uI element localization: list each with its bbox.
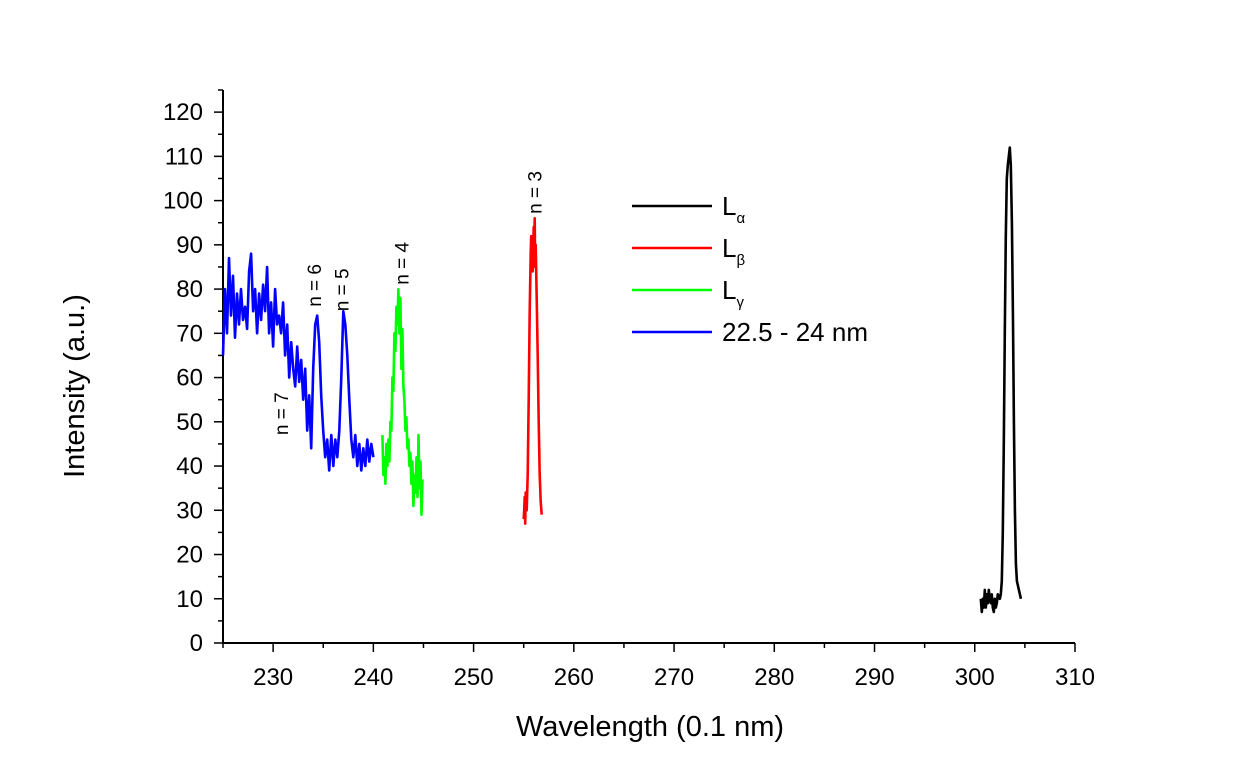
peak-label-4: n = 3 xyxy=(526,171,547,214)
series-line-2 xyxy=(381,287,424,517)
x-tick-label: 290 xyxy=(855,664,895,691)
x-axis: 230 240 250 260 270 280 290 300 310 xyxy=(222,642,1095,691)
legend-subscript-1: β xyxy=(736,252,745,269)
x-tick-label: 310 xyxy=(1055,664,1095,691)
x-tick-label: 270 xyxy=(654,664,694,691)
y-tick-label: 100 xyxy=(163,188,203,215)
y-tick-label: 20 xyxy=(176,542,203,569)
y-tick-label: 80 xyxy=(176,276,203,303)
peak-label-2: n = 5 xyxy=(332,268,353,311)
series-line-3 xyxy=(221,252,375,472)
series-line-1 xyxy=(522,217,543,525)
x-axis-title: Wavelength (0.1 nm) xyxy=(516,711,784,743)
series-line-0 xyxy=(979,146,1023,614)
x-tick-label: 250 xyxy=(454,664,494,691)
x-tick-label: 300 xyxy=(955,664,995,691)
y-tick-label: 60 xyxy=(176,365,203,392)
peak-label-1: n = 6 xyxy=(305,264,326,307)
annotation-layer: n = 7 n = 6 n = 5 n = 4 n = 3 xyxy=(272,171,547,435)
x-tick-label: 240 xyxy=(353,664,393,691)
legend-label-0: Lα xyxy=(722,191,745,227)
x-tick-label: 260 xyxy=(554,664,594,691)
peak-label-0: n = 7 xyxy=(272,392,293,435)
legend-subscript-0: α xyxy=(736,210,745,227)
legend-label-2: Lγ xyxy=(722,275,744,311)
y-tick-label: 30 xyxy=(176,497,203,524)
y-tick-label: 110 xyxy=(165,143,203,170)
x-tick-label: 280 xyxy=(754,664,794,691)
series-layer xyxy=(221,146,1023,614)
y-tick-label: 120 xyxy=(163,99,203,126)
x-tick-label: 230 xyxy=(253,664,293,691)
y-tick-label: 50 xyxy=(176,409,203,436)
y-axis: 0 10 20 30 40 50 60 70 80 90 100 110 120 xyxy=(163,89,224,657)
y-tick-label: 10 xyxy=(176,586,203,613)
legend-label-1: Lβ xyxy=(722,233,745,269)
y-tick-label: 0 xyxy=(190,630,203,657)
peak-label-3: n = 4 xyxy=(392,241,413,284)
legend-label-3: 22.5 - 24 nm xyxy=(722,317,868,347)
y-tick-label: 70 xyxy=(176,320,203,347)
y-tick-label: 40 xyxy=(176,453,203,480)
y-tick-label: 90 xyxy=(176,232,203,259)
legend-subscript-2: γ xyxy=(736,294,744,311)
y-axis-title: Intensity (a.u.) xyxy=(59,294,91,478)
legend: Lα Lβ Lγ 22.5 - 24 nm xyxy=(632,191,868,347)
